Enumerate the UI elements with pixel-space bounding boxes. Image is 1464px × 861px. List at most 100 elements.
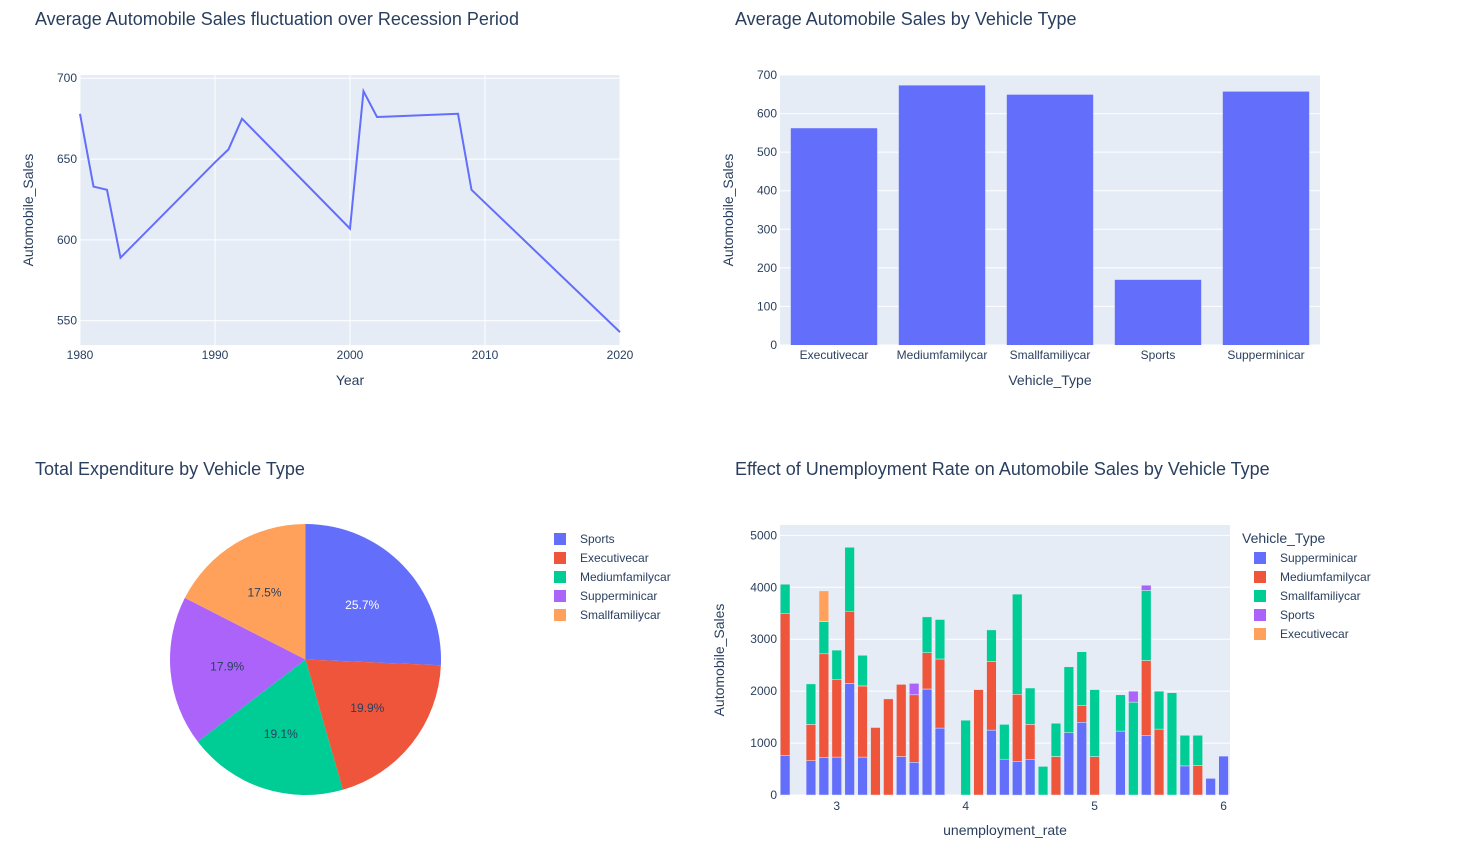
stacked-segment-supperminicar[interactable] [818, 757, 829, 796]
stacked-segment-supperminicar[interactable] [1141, 735, 1152, 796]
stacked-segment-mediumfamilycar[interactable] [844, 610, 855, 684]
stacked-segment-supperminicar[interactable] [909, 762, 920, 796]
stacked-segment-sports[interactable] [909, 683, 920, 696]
stacked-segment-sports[interactable] [1141, 584, 1152, 591]
stacked-legend-swatch[interactable] [1254, 552, 1266, 564]
stacked-segment-supperminicar[interactable] [999, 758, 1010, 796]
stacked-segment-mediumfamilycar[interactable] [921, 652, 933, 690]
stacked-segment-smallfamiliycar[interactable] [921, 616, 933, 653]
stacked-segment-supperminicar[interactable] [831, 756, 842, 796]
stacked-segment-supperminicar[interactable] [896, 756, 907, 796]
bar-sports[interactable] [1114, 279, 1202, 345]
pie-legend-swatch[interactable] [554, 552, 566, 564]
stacked-segment-mediumfamilycar[interactable] [896, 684, 907, 757]
stacked-segment-supperminicar[interactable] [934, 727, 946, 796]
stacked-segment-supperminicar[interactable] [857, 756, 868, 796]
stacked-segment-smallfamiliycar[interactable] [1076, 651, 1087, 706]
stacked-legend-item[interactable]: Supperminicar [1280, 551, 1357, 565]
pie-legend-item[interactable]: Smallfamiliycar [580, 608, 661, 622]
stacked-segment-mediumfamilycar[interactable] [934, 658, 946, 729]
stacked-segment-supperminicar[interactable] [921, 688, 933, 796]
stacked-segment-smallfamiliycar[interactable] [960, 719, 971, 796]
stacked-segment-supperminicar[interactable] [844, 683, 855, 796]
stacked-segment-smallfamiliycar[interactable] [844, 547, 855, 612]
stacked-segment-smallfamiliycar[interactable] [1089, 689, 1100, 757]
stacked-segment-smallfamiliycar[interactable] [1063, 666, 1074, 733]
stacked-legend-item[interactable]: Smallfamiliycar [1280, 589, 1361, 603]
stacked-segment-smallfamiliycar[interactable] [1192, 735, 1203, 766]
stacked-segment-mediumfamilycar[interactable] [1050, 756, 1062, 796]
stacked-segment-smallfamiliycar[interactable] [1141, 590, 1152, 661]
stacked-segment-supperminicar[interactable] [1179, 765, 1190, 796]
bar-supperminicar[interactable] [1222, 91, 1310, 345]
pie-legend-swatch[interactable] [554, 590, 566, 602]
stacked-segment-mediumfamilycar[interactable] [1025, 724, 1036, 760]
stacked-segment-smallfamiliycar[interactable] [818, 621, 829, 655]
stacked-segment-supperminicar[interactable] [1115, 730, 1126, 796]
stacked-segment-mediumfamilycar[interactable] [857, 685, 868, 758]
stacked-segment-supperminicar[interactable] [1025, 759, 1036, 796]
stacked-legend-swatch[interactable] [1254, 590, 1266, 602]
stacked-segment-mediumfamilycar[interactable] [1192, 765, 1203, 796]
pie-slice-executivecar[interactable] [305, 659, 441, 790]
pie-slice-sports[interactable] [305, 523, 442, 666]
stacked-segment-supperminicar[interactable] [805, 760, 817, 796]
stacked-segment-smallfamiliycar[interactable] [857, 655, 868, 687]
stacked-legend[interactable]: Vehicle_Type Supperminicar Mediumfamilyca… [1242, 530, 1371, 641]
stacked-segment-smallfamiliycar[interactable] [831, 649, 842, 680]
pie-legend-swatch[interactable] [554, 571, 566, 583]
pie-legend-swatch[interactable] [554, 609, 566, 621]
stacked-legend-swatch[interactable] [1254, 628, 1266, 640]
stacked-segment-supperminicar[interactable] [1076, 722, 1087, 796]
stacked-segment-mediumfamilycar[interactable] [1012, 694, 1023, 762]
pie-legend-item[interactable]: Sports [580, 532, 615, 546]
stacked-segment-supperminicar[interactable] [780, 755, 791, 796]
bar-mediumfamilycar[interactable] [898, 85, 986, 346]
stacked-segment-mediumfamilycar[interactable] [818, 653, 829, 758]
pie-legend-item[interactable]: Executivecar [580, 551, 649, 565]
bar-executivecar[interactable] [790, 128, 878, 345]
stacked-segment-mediumfamilycar[interactable] [1089, 756, 1100, 796]
stacked-segment-mediumfamilycar[interactable] [805, 724, 817, 761]
stacked-segment-mediumfamilycar[interactable] [780, 613, 791, 756]
pie-legend-item[interactable]: Supperminicar [580, 589, 657, 603]
stacked-segment-mediumfamilycar[interactable] [831, 679, 842, 758]
stacked-segment-smallfamiliycar[interactable] [1012, 593, 1023, 695]
stacked-segment-executivecar[interactable] [818, 590, 829, 622]
stacked-segment-mediumfamilycar[interactable] [870, 727, 881, 796]
stacked-segment-supperminicar[interactable] [1012, 761, 1023, 796]
stacked-segment-smallfamiliycar[interactable] [1128, 701, 1139, 796]
stacked-segment-supperminicar[interactable] [1063, 732, 1074, 796]
pie-legend[interactable]: Sports Executivecar Mediumfamilycar Supperm… [554, 532, 671, 622]
stacked-segment-smallfamiliycar[interactable] [934, 619, 946, 660]
stacked-segment-smallfamiliycar[interactable] [999, 724, 1010, 760]
stacked-legend-item[interactable]: Sports [1280, 608, 1315, 622]
stacked-segment-mediumfamilycar[interactable] [1141, 660, 1152, 736]
pie-slice-mediumfamilycar[interactable] [197, 659, 343, 796]
stacked-segment-smallfamiliycar[interactable] [986, 629, 997, 662]
stacked-legend-swatch[interactable] [1254, 571, 1266, 583]
stacked-segment-supperminicar[interactable] [1218, 755, 1229, 796]
stacked-legend-item[interactable]: Mediumfamilycar [1280, 570, 1371, 584]
stacked-legend-swatch[interactable] [1254, 609, 1266, 621]
stacked-segment-smallfamiliycar[interactable] [1115, 694, 1126, 732]
pie-slice-supperminicar[interactable] [169, 597, 306, 742]
stacked-segment-smallfamiliycar[interactable] [1166, 692, 1178, 796]
stacked-segment-mediumfamilycar[interactable] [909, 694, 920, 763]
stacked-segment-supperminicar[interactable] [986, 729, 997, 796]
pie-legend-swatch[interactable] [554, 533, 566, 545]
stacked-segment-mediumfamilycar[interactable] [1153, 728, 1165, 796]
bar-smallfamiliycar[interactable] [1006, 94, 1094, 346]
stacked-segment-mediumfamilycar[interactable] [1076, 705, 1087, 723]
stacked-segment-smallfamiliycar[interactable] [780, 583, 791, 614]
stacked-legend-item[interactable]: Executivecar [1280, 627, 1349, 641]
stacked-segment-smallfamiliycar[interactable] [1050, 723, 1062, 757]
stacked-segment-smallfamiliycar[interactable] [1179, 735, 1190, 767]
stacked-segment-supperminicar[interactable] [1205, 778, 1216, 796]
pie-legend-item[interactable]: Mediumfamilycar [580, 570, 671, 584]
stacked-segment-mediumfamilycar[interactable] [883, 698, 894, 796]
stacked-segment-mediumfamilycar[interactable] [973, 689, 984, 796]
stacked-segment-sports[interactable] [1128, 690, 1139, 703]
stacked-segment-smallfamiliycar[interactable] [1153, 690, 1165, 730]
stacked-segment-mediumfamilycar[interactable] [986, 661, 997, 731]
